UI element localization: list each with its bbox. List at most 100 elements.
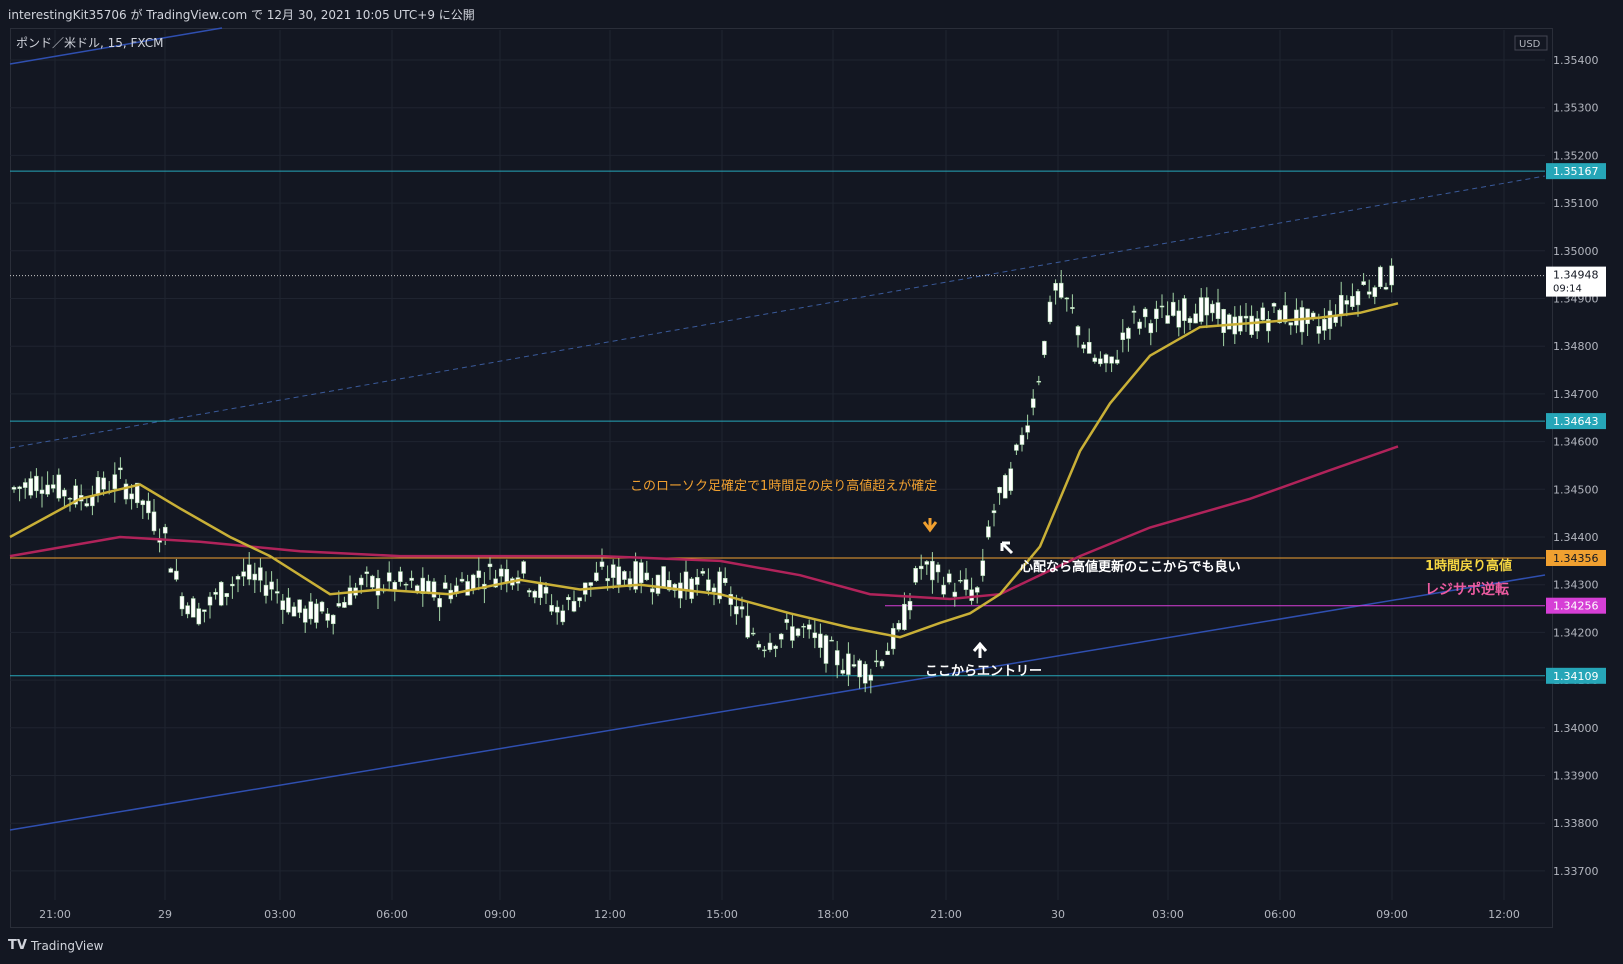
countdown-label: 09:14 [1553, 284, 1582, 295]
candle-body [1243, 315, 1249, 319]
candle-body [1081, 344, 1086, 349]
arrow-up-icon [972, 641, 988, 658]
candle-body [1204, 297, 1210, 316]
moving-averages [9, 302, 1399, 639]
last-price-label: 1.34948 [1553, 269, 1599, 282]
candle-body [1316, 326, 1322, 334]
candle-body [958, 579, 963, 582]
candle-body [1047, 301, 1053, 322]
candle-body [778, 633, 784, 640]
candle-body [571, 601, 577, 612]
candle-body [767, 642, 773, 650]
candle-body [969, 589, 974, 601]
candle-body [437, 598, 442, 608]
candle-body [683, 571, 689, 591]
candle-body [162, 526, 168, 534]
candle-body [476, 570, 482, 578]
candle-body [974, 587, 980, 593]
price-axis: 1.35400 1.35300 1.35200 1.35100 1.35000 1.349… [1514, 35, 1606, 878]
candle-body [1322, 318, 1327, 331]
chart-frame [10, 28, 1553, 928]
candle-body [980, 560, 986, 576]
candle-body [28, 478, 34, 496]
candle-body [1249, 315, 1254, 335]
candle-body [857, 660, 862, 678]
candle-body [1310, 312, 1316, 318]
candle-body [308, 601, 314, 620]
candle-body [1288, 322, 1294, 326]
candle-body [67, 498, 73, 500]
x-tick-label: 15:00 [706, 908, 738, 921]
footer-brand: TradingView [30, 938, 104, 953]
candle-body [123, 483, 129, 500]
candle-body [218, 581, 224, 606]
candle-body [588, 582, 594, 586]
candle-body [1271, 303, 1277, 307]
candle-body [694, 577, 700, 585]
candle-body [627, 578, 633, 588]
annotation-resi-sup: レジサポ逆転 [1425, 581, 1509, 598]
candle-body [1070, 307, 1075, 309]
candle-body [879, 660, 885, 667]
candle-body [112, 474, 118, 490]
candle-body [918, 565, 924, 570]
x-tick-label: 03:00 [264, 908, 296, 921]
candle-body [140, 500, 146, 506]
candle-body [174, 570, 179, 580]
annotation-confirm: このローソク足確定で1時間足の戻り高値超えが確定 [630, 478, 937, 494]
candle-body [862, 663, 868, 684]
fast-moving-average [9, 302, 1399, 639]
candle-body [1092, 357, 1098, 362]
candle-body [1008, 468, 1014, 491]
candle-body [146, 500, 151, 514]
candle-body [1109, 356, 1114, 364]
candle-body [1378, 266, 1383, 288]
candle-body [202, 609, 207, 612]
slow-moving-average [9, 445, 1399, 601]
candle-body [605, 578, 610, 582]
candle-body [1355, 291, 1361, 306]
candle-body [874, 660, 879, 663]
candle-body [1148, 323, 1154, 334]
candle-body [812, 632, 818, 639]
candle-body [790, 626, 795, 641]
upper-trend-line [9, 27, 223, 65]
x-tick-label: 18:00 [817, 908, 849, 921]
candle-body [745, 615, 750, 638]
candle-body [1170, 301, 1176, 316]
candle-body [330, 614, 336, 625]
candle-body [1372, 287, 1378, 297]
lower-trend-line [9, 574, 1546, 831]
candle-body [610, 564, 616, 578]
candle-body [1014, 444, 1019, 451]
horizontal-levels [10, 170, 1545, 677]
candle-body [185, 605, 190, 615]
candle-body [319, 601, 325, 612]
footer: 𝗧𝗩 TradingView [8, 938, 103, 953]
x-tick-label: 06:00 [376, 908, 408, 921]
candle-body [633, 561, 638, 590]
candle-body [1305, 308, 1310, 325]
candle-body [274, 591, 280, 594]
candle-body [1120, 332, 1126, 341]
x-tick-label: 21:00 [930, 908, 962, 921]
level-price-label: 1.34256 [1553, 600, 1599, 613]
candle-body [403, 583, 409, 586]
candle-body [347, 587, 353, 606]
candle-body [101, 477, 106, 490]
candle-body [431, 581, 437, 598]
y-tick-label: 1.34400 [1553, 531, 1599, 544]
candle-body [409, 577, 414, 581]
candle-body [773, 645, 778, 649]
x-tick-label: 06:00 [1264, 908, 1296, 921]
y-tick-label: 1.34600 [1553, 436, 1599, 449]
candle-body [118, 467, 123, 471]
candle-body [1254, 318, 1260, 332]
last-price-tag [1546, 266, 1606, 297]
candle-body [549, 605, 554, 612]
annotations: このローソク足確定で1時間足の戻り高値超えが確定心配なら高値更新のここからでも良… [630, 478, 1512, 679]
candle-body [1114, 359, 1120, 364]
candle-body [756, 643, 762, 648]
candle-body [638, 562, 644, 584]
